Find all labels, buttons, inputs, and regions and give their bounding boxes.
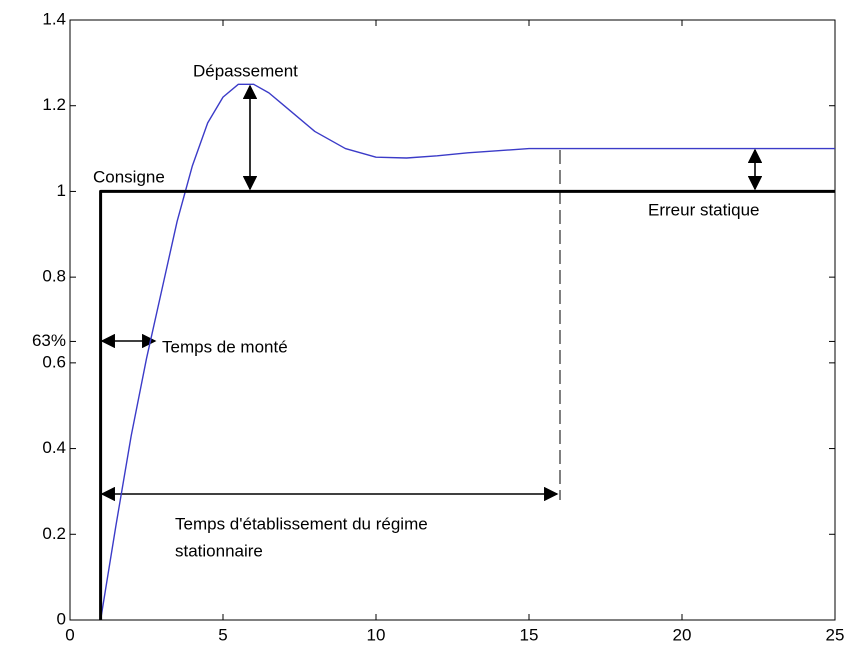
y-tick-label: 63%: [32, 331, 66, 350]
x-tick-label: 5: [218, 625, 227, 644]
y-tick-label: 0.2: [42, 524, 66, 543]
annotation: Temps d'établissement du régime: [175, 514, 428, 533]
x-tick-label: 10: [367, 625, 386, 644]
y-tick-label: 0.4: [42, 438, 66, 457]
y-tick-label: 0.8: [42, 267, 66, 286]
plot-frame: [69, 19, 836, 621]
annotation: stationnaire: [175, 541, 263, 560]
series-line: [99, 189, 835, 620]
x-tick-label: 25: [826, 625, 845, 644]
y-tick-label: 1.4: [42, 9, 66, 28]
series-line: [99, 83, 835, 621]
annotation: Temps de monté: [162, 337, 288, 356]
x-tick-label: 20: [673, 625, 692, 644]
x-tick-label: 15: [520, 625, 539, 644]
x-tick-label: 0: [65, 625, 74, 644]
annotation: Consigne: [93, 167, 165, 186]
annotation: Dépassement: [193, 61, 298, 80]
y-tick-label: 0.6: [42, 352, 66, 371]
y-tick-label: 1.2: [42, 95, 66, 114]
annotation: Erreur statique: [648, 200, 760, 219]
y-tick-label: 1: [57, 181, 66, 200]
y-tick-label: 0: [57, 609, 66, 628]
